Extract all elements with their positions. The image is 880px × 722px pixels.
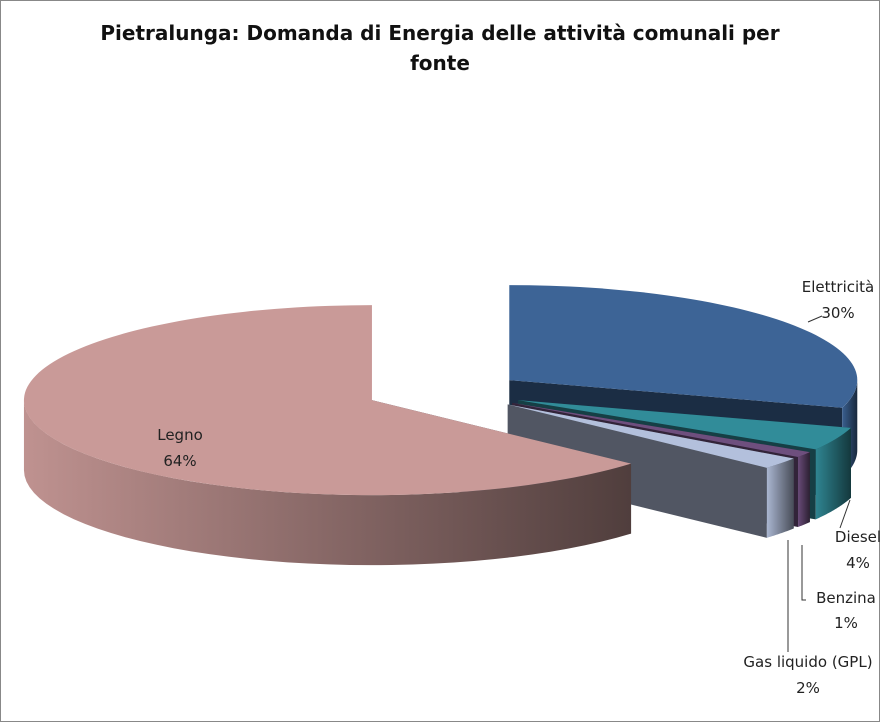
slice	[23, 305, 632, 496]
slice-cut-face	[507, 404, 767, 538]
labels: Elettricità 30% Diesel 4% Benzina 1% Gas liqui…	[157, 278, 880, 697]
slice-label: Gas liquido (GPL)	[743, 653, 872, 671]
title-box: Pietralunga: Domanda di Energia delle at…	[100, 21, 780, 75]
slice-wall	[798, 452, 810, 528]
slice-label: Legno	[157, 426, 203, 444]
slice-wall	[766, 458, 794, 538]
slice-value-label: 4%	[846, 554, 870, 572]
slice-value-label: 64%	[163, 452, 196, 470]
leader-line	[839, 499, 851, 529]
slice-value-label: 2%	[796, 679, 820, 697]
slice	[518, 400, 851, 450]
slice-value-label: 1%	[834, 614, 858, 632]
leader-line	[801, 545, 806, 601]
slice	[509, 285, 858, 408]
slice-label: Diesel	[835, 528, 880, 546]
chart-title: Pietralunga: Domanda di Energia delle at…	[100, 21, 780, 75]
slice	[512, 402, 810, 458]
slice-value-label: 30%	[821, 304, 854, 322]
slice-wall	[23, 400, 632, 566]
slice	[507, 404, 794, 468]
slice-label: Elettricità	[802, 278, 874, 296]
leader-line	[807, 315, 823, 323]
slice-label: Benzina	[816, 589, 876, 607]
slice-wall	[815, 427, 851, 520]
pie	[23, 285, 858, 566]
